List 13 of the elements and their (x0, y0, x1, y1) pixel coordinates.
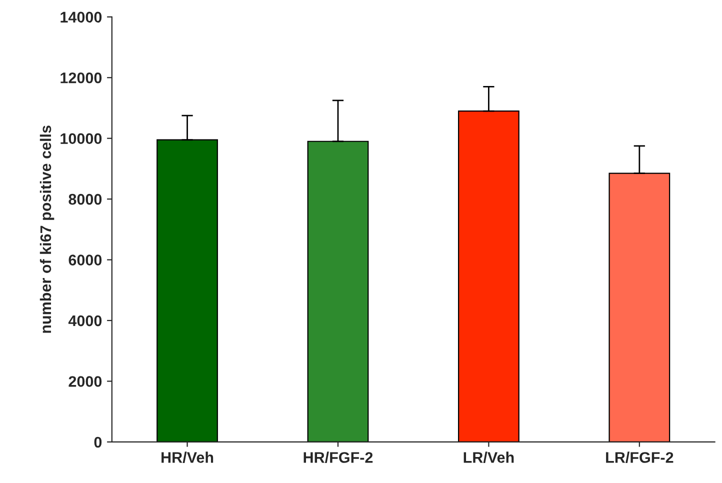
y-tick-label: 0 (94, 436, 102, 448)
y-axis-title: number of ki67 positive cells (40, 126, 54, 333)
y-tick-label: 8000 (68, 194, 102, 205)
x-tick-label: HR/FGF-2 (304, 452, 373, 464)
y-tick-label: 14000 (60, 12, 102, 23)
x-tick-label: HR/Veh (162, 452, 214, 464)
x-tick-label: LR/FGF-2 (606, 452, 674, 464)
y-tick-label: 6000 (68, 254, 102, 266)
y-tick-label: 10000 (60, 133, 102, 144)
y-tick-label: 4000 (68, 315, 102, 326)
y-tick-label: 2000 (68, 376, 102, 387)
y-tick-label: 12000 (60, 72, 102, 84)
x-tick-label: LR/Veh (464, 452, 514, 464)
